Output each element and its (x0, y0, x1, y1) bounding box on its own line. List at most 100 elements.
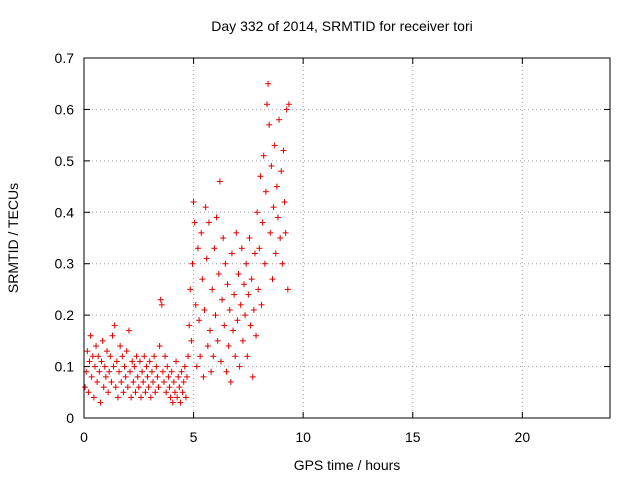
data-point (153, 363, 160, 370)
data-point (270, 204, 277, 211)
data-point (204, 343, 211, 349)
data-point (143, 363, 150, 370)
x-tick-label: 15 (405, 429, 421, 445)
data-point (111, 322, 118, 329)
data-point (198, 229, 205, 236)
data-point (179, 389, 186, 396)
data-point (108, 379, 115, 385)
data-point (124, 384, 131, 391)
data-point (187, 286, 194, 293)
y-tick-label: 0.2 (55, 307, 75, 323)
axis-ticks: 0 0.1 0.2 0.3 0.4 0.5 0.6 0.7 0 5 10 15 20 (55, 50, 610, 445)
data-point (180, 379, 187, 385)
data-point (177, 399, 184, 406)
data-point (240, 281, 247, 288)
data-point (157, 296, 164, 303)
data-point (260, 152, 267, 159)
data-point (88, 373, 95, 380)
data-point (213, 214, 220, 221)
data-point (251, 250, 258, 257)
data-point (105, 389, 112, 396)
data-point (248, 276, 255, 283)
data-point (164, 363, 171, 370)
data-point (188, 337, 195, 344)
data-point (235, 271, 242, 277)
data-point (224, 281, 231, 288)
data-point (127, 368, 134, 375)
chart-title: Day 332 of 2014, SRMTID for receiver tor… (211, 18, 472, 34)
data-point (140, 379, 147, 385)
data-point (203, 255, 210, 262)
data-point (239, 337, 246, 344)
data-point (253, 332, 260, 339)
x-tick-label: 10 (295, 429, 311, 445)
data-point (274, 214, 281, 221)
data-point (216, 178, 223, 185)
data-point (134, 373, 141, 380)
data-point (279, 260, 286, 267)
data-point (193, 363, 200, 370)
data-point (184, 373, 191, 380)
data-point (208, 368, 215, 375)
data-point (152, 389, 159, 396)
data-point (169, 399, 176, 406)
data-point (136, 358, 143, 365)
data-point (247, 322, 254, 329)
data-point (237, 301, 244, 308)
data-point (242, 312, 249, 319)
data-point (109, 332, 116, 339)
data-point (276, 116, 283, 123)
data-point (135, 384, 142, 391)
data-point (209, 286, 216, 293)
data-point (181, 363, 188, 370)
data-point (82, 384, 89, 391)
data-point (231, 291, 238, 298)
data-point (101, 363, 108, 370)
data-point (131, 363, 138, 370)
data-point (282, 229, 289, 236)
data-point (283, 106, 290, 113)
data-point (215, 271, 222, 277)
data-point (130, 379, 137, 385)
data-point (178, 368, 185, 375)
data-point (277, 235, 284, 241)
data-point (245, 291, 252, 298)
data-point (236, 363, 243, 370)
data-point (261, 260, 268, 267)
data-point (243, 260, 250, 267)
data-point (116, 368, 123, 375)
data-point (90, 394, 97, 401)
data-point (156, 343, 163, 349)
data-point (175, 373, 182, 380)
y-tick-label: 0.3 (55, 256, 75, 272)
y-axis-title: SRMTID / TECUs (5, 183, 21, 293)
data-point (84, 348, 91, 355)
data-point (107, 353, 114, 360)
data-point (256, 245, 263, 252)
y-tick-label: 0.1 (55, 359, 75, 375)
data-point (221, 322, 228, 329)
data-point (171, 389, 178, 396)
y-tick-label: 0.6 (55, 101, 75, 117)
data-point (154, 373, 161, 380)
data-point (114, 394, 121, 401)
data-point (128, 394, 135, 401)
grid-lines (84, 58, 610, 418)
data-point (146, 358, 153, 365)
data-point (233, 229, 240, 236)
y-tick-label: 0.4 (55, 204, 75, 220)
data-point (186, 322, 193, 329)
data-point (155, 384, 162, 391)
data-point (222, 260, 229, 267)
data-point (228, 250, 235, 257)
data-point (259, 219, 266, 226)
data-point (174, 394, 181, 401)
data-point (268, 163, 275, 169)
data-point (98, 358, 105, 365)
data-point (223, 368, 230, 375)
data-point (144, 373, 151, 380)
data-point (238, 245, 245, 252)
x-tick-label: 0 (80, 429, 88, 445)
data-point (214, 337, 221, 344)
data-point (200, 373, 207, 380)
